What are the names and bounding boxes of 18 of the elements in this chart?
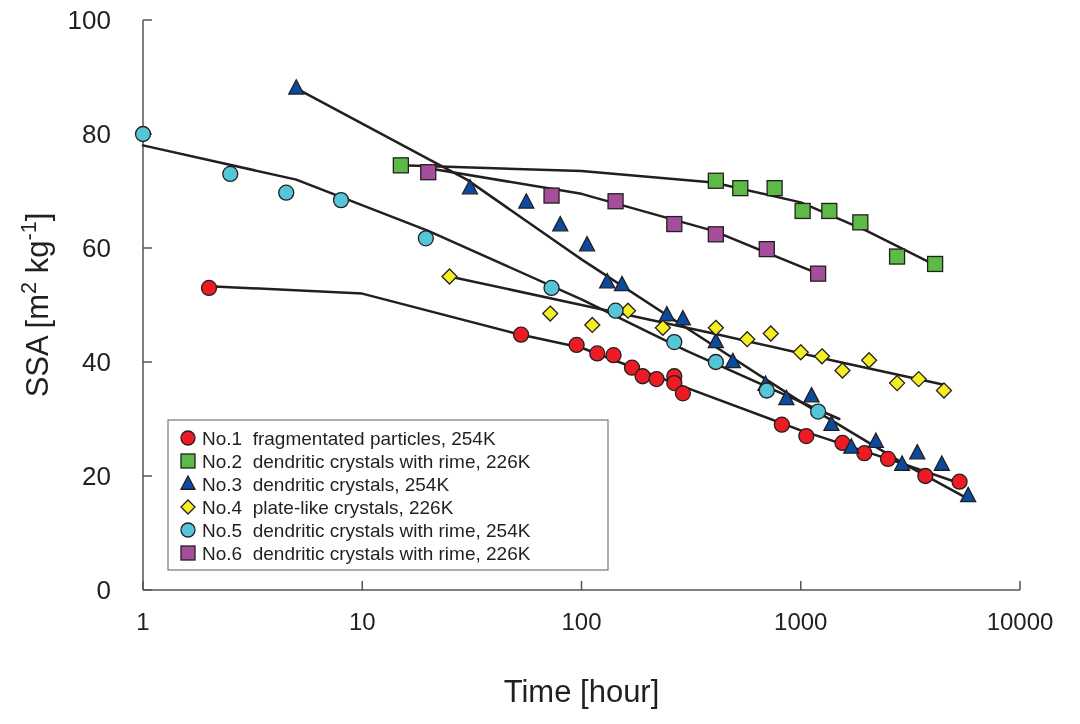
x-tick-label: 10 [348,608,376,635]
legend-label: No.5 dendritic crystals with rime, 254K [202,519,531,541]
x-tick-label: 1 [136,608,150,635]
y-tick-label: 20 [82,461,111,492]
legend-label: No.4 plate-like crystals, 226K [202,496,454,518]
y-tick-label: 0 [96,575,111,606]
y-tick-label: 100 [67,5,111,36]
x-tick-label: 100 [561,608,602,635]
legend-label: No.1 fragmentated particles, 254K [202,427,496,449]
y-tick-label: 40 [82,347,111,378]
y-tick-label: 60 [82,233,111,264]
x-tick-label: 10000 [986,608,1054,635]
legend-label: No.6 dendritic crystals with rime, 226K [202,542,531,564]
legend-label: No.3 dendritic crystals, 254K [202,473,450,495]
legend-label: No.2 dendritic crystals with rime, 226K [202,450,531,472]
x-axis-title: Time [hour] [503,674,660,709]
y-tick-label: 80 [82,119,111,150]
x-tick-label: 1000 [774,608,828,635]
